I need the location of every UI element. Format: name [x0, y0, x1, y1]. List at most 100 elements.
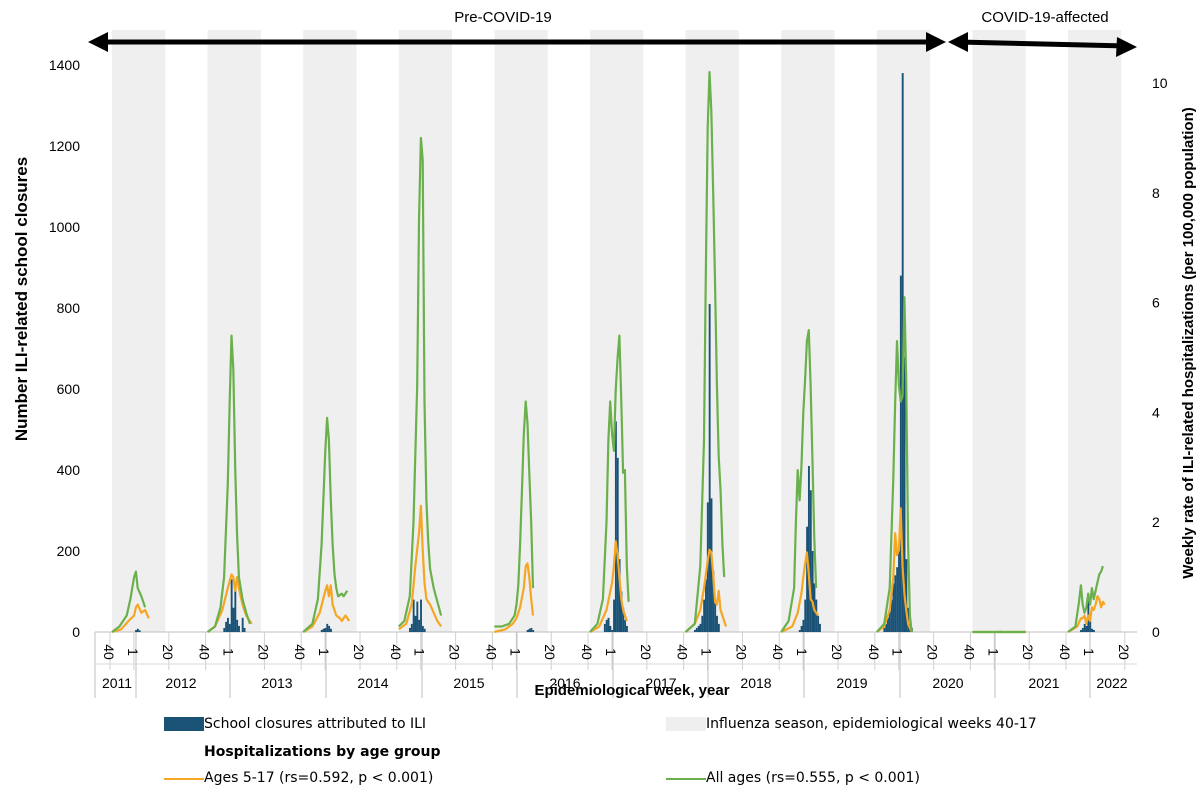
closure-bar [618, 559, 621, 632]
closure-bar [616, 457, 619, 632]
closure-bar [225, 621, 228, 632]
closure-bar [887, 617, 889, 632]
week-tick-label: 1 [699, 648, 715, 656]
closure-bar [1083, 623, 1086, 632]
week-tick-label: 20 [447, 644, 463, 660]
closure-bar [613, 599, 615, 632]
closure-bar [1091, 628, 1093, 632]
closure-bar [136, 628, 139, 632]
y-axis-right-label: Weekly rate of ILI-related hospitalizati… [1180, 107, 1197, 579]
all-ages-line [875, 296, 913, 633]
closure-bar [697, 625, 700, 632]
hospitalization-lines [111, 70, 1106, 634]
ages-5-17-line [589, 540, 628, 633]
closure-bar [236, 619, 239, 632]
closure-bar [611, 629, 614, 632]
influenza-season-band [398, 30, 453, 632]
closure-bar [705, 579, 707, 632]
closure-bar [609, 625, 612, 632]
closure-bar [603, 623, 606, 632]
all-ages-line [1067, 565, 1104, 633]
closure-bar [238, 625, 240, 632]
closure-bar [811, 551, 814, 632]
closure-bar [622, 607, 625, 632]
y-right-tick-label: 8 [1152, 185, 1160, 201]
all-ages-line [398, 136, 443, 628]
y-left-tick-label: 600 [57, 381, 81, 397]
closure-bar [414, 615, 417, 632]
year-tick-label: 2012 [165, 675, 196, 691]
y-left-tick-label: 1400 [49, 57, 80, 73]
closure-bar [223, 627, 226, 632]
y-right-tick-label: 6 [1152, 295, 1160, 311]
influenza-season-band [972, 30, 1026, 632]
week-tick-label: 40 [483, 644, 499, 660]
closure-bar [905, 559, 908, 632]
legend-swatch-ages-5-17 [164, 778, 204, 780]
week-tick-label: 1 [507, 648, 523, 656]
legend-label-all-ages: All ages (rs=0.555, p < 0.001) [706, 770, 920, 786]
week-tick-label: 20 [160, 644, 176, 660]
era-arrows: Pre-COVID-19 COVID-19-affected [88, 9, 1137, 57]
closure-bar [806, 526, 809, 632]
week-tick-label: 40 [1057, 644, 1073, 660]
week-tick-label: 20 [255, 644, 271, 660]
closure-bar [423, 628, 426, 632]
closure-bar [526, 629, 529, 632]
ages-5-17-line [780, 551, 819, 633]
influenza-season-band [207, 30, 261, 632]
legend-swatch-influenza-season [666, 717, 706, 731]
y-axis-left-label: Number ILI-related school closures [12, 157, 31, 441]
legend-heading-hospitalizations: Hospitalizations by age group [204, 744, 441, 760]
closure-bar [228, 623, 231, 632]
week-tick-label: 40 [292, 644, 308, 660]
year-tick-label: 2013 [261, 675, 292, 691]
week-tick-label: 40 [388, 644, 404, 660]
ages-5-17-line [111, 603, 150, 634]
all-ages-line [684, 70, 726, 633]
legend-label-closures: School closures attributed to ILI [204, 716, 427, 732]
week-tick-label: 40 [675, 644, 691, 660]
ages-5-17-line [684, 548, 728, 633]
week-tick-label: 1 [794, 648, 810, 656]
closure-bar [605, 619, 608, 632]
year-tick-label: 2011 [102, 675, 132, 691]
closure-bar [620, 591, 623, 632]
closure-bar [1087, 595, 1090, 632]
closure-bar [1092, 629, 1095, 632]
legend-swatch-closures [164, 717, 204, 731]
y-left-tick-label: 800 [57, 300, 81, 316]
y-left-tick-label: 400 [57, 462, 81, 478]
week-tick-label: 20 [638, 644, 654, 660]
ages-5-17-line [876, 507, 913, 633]
closure-bar [410, 623, 413, 632]
axis-ticks: 0 200 400 600 800 1000 1200 1400 0 2 4 6 8 10 40 1 20 40 1… [49, 57, 1168, 691]
all-ages-line [302, 416, 349, 633]
influenza-season-band [1068, 30, 1122, 632]
closure-bar [883, 627, 886, 632]
closure-bar [885, 623, 888, 632]
week-tick-label: 40 [770, 644, 786, 660]
legend-item-all-ages: All ages (rs=0.555, p < 0.001) [666, 770, 920, 786]
closure-bar [135, 629, 137, 632]
closure-bar [693, 629, 696, 632]
week-tick-label: 20 [542, 644, 558, 660]
legend-label-ages-5-17: Ages 5-17 (rs=0.592, p < 0.001) [204, 770, 434, 786]
year-tick-label: 2020 [932, 675, 963, 691]
closure-bar [625, 625, 628, 632]
all-ages-line [494, 400, 535, 628]
closure-bar [241, 617, 244, 632]
year-tick-label: 2021 [1028, 675, 1059, 691]
week-tick-label: 1 [316, 648, 332, 656]
closure-bar [899, 275, 902, 632]
closure-bar [421, 625, 424, 632]
closure-bar [412, 599, 415, 632]
y-left-tick-label: 200 [57, 543, 81, 559]
week-tick-label: 1 [985, 648, 1001, 656]
closure-bar [528, 628, 531, 632]
closure-bar [896, 567, 899, 632]
all-ages-line [111, 570, 147, 633]
week-tick-label: 1 [125, 648, 141, 656]
ages-5-17-line [1067, 595, 1106, 633]
x-axis-label: Epidemiological week, year [534, 682, 729, 699]
